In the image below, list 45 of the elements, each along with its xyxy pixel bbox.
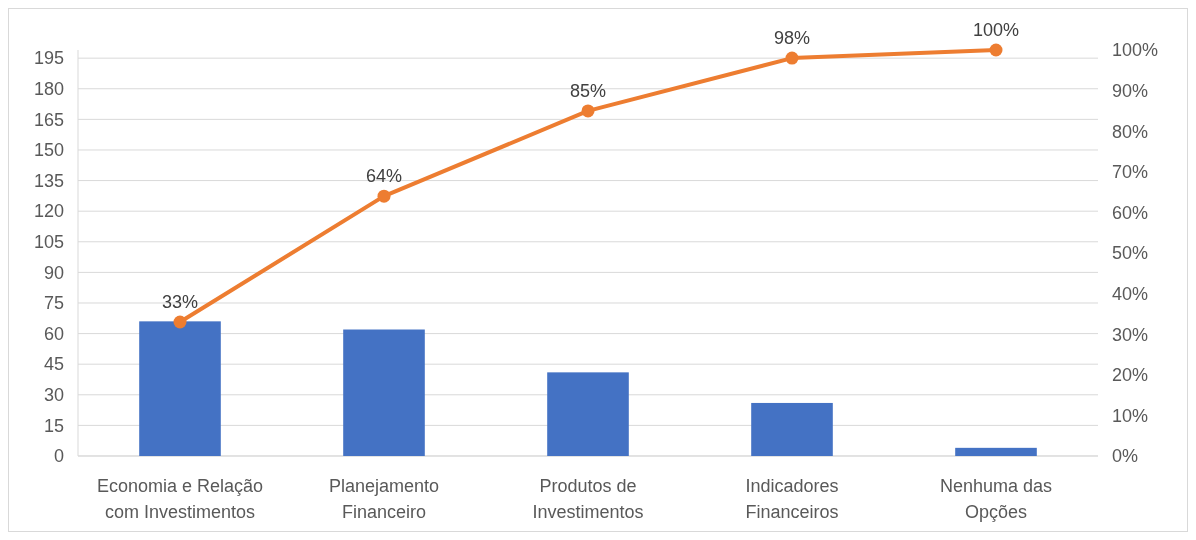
point (785, 51, 799, 65)
y-tick-label: 90 (43, 262, 64, 283)
y-tick-label: 150 (33, 140, 64, 161)
y2-tick-label: 60% (1112, 202, 1149, 223)
y2-tick-label: 100% (1112, 40, 1159, 61)
point (581, 104, 595, 118)
y-tick-label: 180 (33, 79, 64, 100)
data-label: 85% (569, 80, 607, 101)
y2-tick-label: 90% (1112, 80, 1149, 101)
bar (343, 329, 425, 456)
data-label: 64% (365, 166, 403, 187)
y-tick-label: 0 (53, 446, 64, 467)
y2-tick-label: 40% (1112, 283, 1149, 304)
y-tick-label: 60 (43, 323, 64, 344)
y2-tick-label: 0% (1112, 446, 1139, 467)
y-tick-label: 45 (43, 354, 64, 375)
y2-tick-label: 10% (1112, 405, 1149, 426)
bar (139, 321, 221, 456)
x-tick-label: Economia e Relação com Investimentos (96, 476, 264, 522)
y2-tick-label: 30% (1112, 324, 1149, 345)
y-tick-label: 105 (33, 232, 64, 253)
x-tick-label: Indicadores Financeiros (745, 476, 839, 522)
y2-tick-label: 20% (1112, 365, 1149, 386)
y2-tick-label: 70% (1112, 162, 1149, 183)
y-tick-label: 15 (43, 415, 64, 436)
bar (955, 447, 1037, 456)
y-tick-label: 30 (43, 385, 64, 406)
point (989, 43, 1003, 57)
data-label: 98% (773, 28, 811, 49)
y-tick-label: 75 (43, 293, 64, 314)
point (173, 315, 187, 329)
data-label: 33% (161, 292, 199, 313)
y-tick-label: 195 (33, 48, 64, 69)
bar (751, 402, 833, 456)
point (377, 189, 391, 203)
y-tick-label: 135 (33, 170, 64, 191)
y2-tick-label: 80% (1112, 121, 1149, 142)
y-tick-label: 120 (33, 201, 64, 222)
y2-tick-label: 50% (1112, 243, 1149, 264)
bar (547, 372, 629, 456)
x-tick-label: Nenhuma das Opções (939, 476, 1053, 522)
data-label: 100% (972, 20, 1020, 40)
x-tick-label: Planejamento Financeiro (328, 476, 440, 522)
y-tick-label: 165 (33, 109, 64, 130)
x-tick-label: Produtos de Investimentos (532, 476, 644, 522)
